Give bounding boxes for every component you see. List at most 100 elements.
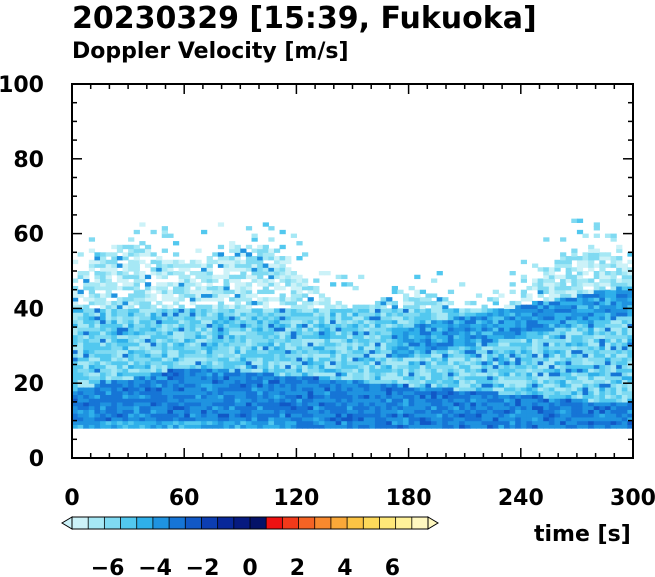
heatmap-cell <box>150 297 157 302</box>
heatmap-cell <box>453 323 460 328</box>
heatmap-cell <box>139 330 146 336</box>
heatmap-cell <box>503 327 511 332</box>
heatmap-cell <box>167 386 174 392</box>
heatmap-cell <box>296 282 303 287</box>
heatmap-cell <box>206 304 213 309</box>
heatmap-cell <box>565 360 572 366</box>
heatmap-cell <box>128 274 135 280</box>
heatmap-cell <box>279 285 286 291</box>
heatmap-cell <box>526 401 533 407</box>
heatmap-cell <box>369 330 376 336</box>
heatmap-cell <box>150 386 157 392</box>
heatmap-cell <box>144 244 152 250</box>
heatmap-cell <box>408 338 415 343</box>
heatmap-cell <box>195 282 202 287</box>
heatmap-cell <box>100 353 107 358</box>
heatmap-cell <box>537 319 544 324</box>
heatmap-cell <box>363 319 370 324</box>
heatmap-cell <box>509 334 516 339</box>
heatmap-cell <box>268 323 275 328</box>
heatmap-cell <box>245 401 253 407</box>
heatmap-cell <box>217 386 225 392</box>
heatmap-cell <box>576 256 584 261</box>
heatmap-cell <box>492 327 499 332</box>
heatmap-cell <box>498 308 505 313</box>
heatmap-cell <box>83 379 90 384</box>
heatmap-cell <box>116 345 124 351</box>
heatmap-cell <box>453 357 460 362</box>
heatmap-cell <box>172 282 180 287</box>
heatmap-cell <box>386 390 393 396</box>
heatmap-cell <box>223 274 230 280</box>
heatmap-cell <box>184 327 191 332</box>
colorbar-segment <box>330 517 348 529</box>
heatmap-cell <box>105 409 112 414</box>
heatmap-cell <box>133 342 140 347</box>
heatmap-cell <box>100 285 107 291</box>
heatmap-cell <box>616 327 623 332</box>
heatmap-cell <box>318 334 326 339</box>
heatmap-cell <box>195 401 202 407</box>
heatmap-cell <box>431 383 438 388</box>
heatmap-cell <box>554 371 561 377</box>
heatmap-cell <box>341 424 348 429</box>
heatmap-cell <box>229 330 236 336</box>
heatmap-cell <box>627 271 634 276</box>
heatmap-cell <box>330 304 337 309</box>
heatmap-cell <box>335 379 342 384</box>
heatmap-cell <box>565 375 572 381</box>
heatmap-cell <box>487 349 494 354</box>
heatmap-cell <box>526 308 533 313</box>
heatmap-cell <box>223 323 230 328</box>
heatmap-cell <box>178 285 185 291</box>
heatmap-cell <box>133 315 140 321</box>
heatmap-cell <box>503 379 511 384</box>
heatmap-cell <box>341 413 348 418</box>
heatmap-cell <box>195 371 202 377</box>
heatmap-cell <box>318 413 326 418</box>
heatmap-cell <box>470 398 477 403</box>
heatmap-cell <box>526 424 533 429</box>
heatmap-cell <box>307 289 314 295</box>
heatmap-cell <box>374 342 382 347</box>
heatmap-cell <box>201 319 208 324</box>
heatmap-cell <box>374 323 382 328</box>
heatmap-cell <box>498 398 505 403</box>
heatmap-cell <box>565 289 572 295</box>
heatmap-cell <box>72 342 79 347</box>
heatmap-cell <box>593 405 600 410</box>
heatmap-cell <box>77 357 84 362</box>
heatmap-cell <box>470 368 477 373</box>
heatmap-cell <box>172 342 180 347</box>
heatmap-cell <box>621 323 628 328</box>
heatmap-cell <box>77 413 84 418</box>
heatmap-cell <box>279 401 286 407</box>
heatmap-cell <box>431 304 438 309</box>
heatmap-cell <box>111 327 118 332</box>
heatmap-cell <box>195 308 202 313</box>
heatmap-cell <box>358 338 365 343</box>
heatmap-cell <box>335 327 342 332</box>
heatmap-cell <box>128 308 135 313</box>
heatmap-cell <box>391 360 398 366</box>
heatmap-cell <box>217 424 225 429</box>
heatmap-cell <box>610 300 617 306</box>
heatmap-cell <box>88 360 96 366</box>
heatmap-cell <box>593 357 600 362</box>
heatmap-cell <box>223 327 230 332</box>
heatmap-cell <box>161 330 168 336</box>
heatmap-cell <box>464 379 471 384</box>
heatmap-cell <box>100 282 107 287</box>
heatmap-cell <box>621 282 628 287</box>
heatmap-cell <box>150 416 157 422</box>
heatmap-cell <box>229 405 236 410</box>
heatmap-cell <box>520 409 528 414</box>
heatmap-cell <box>122 416 129 422</box>
heatmap-cell <box>83 390 90 396</box>
heatmap-cell <box>240 289 247 295</box>
heatmap-cell <box>234 259 241 265</box>
heatmap-cell <box>447 360 455 366</box>
heatmap-cell <box>604 319 612 324</box>
heatmap-cell <box>604 345 612 351</box>
heatmap-cell <box>100 323 107 328</box>
